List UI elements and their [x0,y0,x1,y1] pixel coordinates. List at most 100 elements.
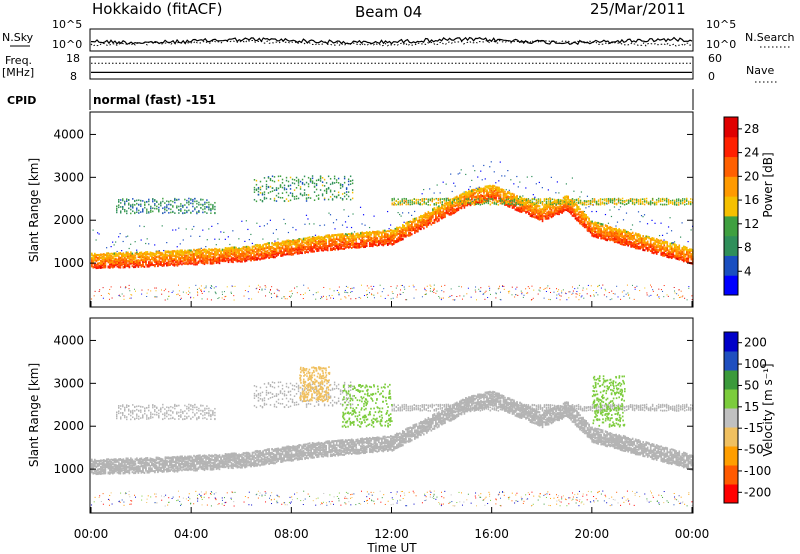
power-point [430,223,433,226]
power-point [253,252,255,255]
power-point [164,252,167,255]
power-point [519,210,521,213]
power-point [400,231,403,234]
power-point [534,211,536,214]
power-point [550,209,553,212]
power-point [589,220,592,223]
power-point [188,259,191,262]
power-point [344,240,347,243]
power-point [589,229,592,232]
power-point [244,246,246,249]
power-point [338,234,341,237]
power-point [421,223,424,226]
power-point [466,202,469,205]
power-point [281,252,284,255]
power-point [550,202,553,205]
power-point [226,249,228,252]
power-point [223,250,225,253]
power-point [362,240,365,243]
power-point [193,248,195,251]
power-point [256,258,258,261]
power-point [262,245,264,248]
power-point [592,204,595,206]
power-point [224,251,227,254]
power-point [241,259,243,262]
power-point [579,222,581,225]
power-point [269,246,272,249]
power-point [301,248,303,251]
power-point [493,171,495,173]
power-point [184,262,186,265]
power-point [163,262,165,265]
power-point [247,250,249,253]
power-point [478,196,481,199]
power-point [191,256,194,259]
power-point [190,250,192,253]
power-point [268,256,270,259]
power-point [394,232,397,235]
power-point [290,253,293,256]
power-point [199,260,201,263]
power-point [415,226,418,229]
power-point [281,245,284,248]
power-point [552,205,554,208]
power-point [552,214,554,217]
power-point [338,239,341,242]
power-point [175,229,177,231]
power-point [396,240,398,243]
power-point [583,215,586,218]
power-point [499,161,501,163]
power-point [558,210,560,213]
power-point [496,192,499,195]
power-point [486,185,488,188]
power-point [227,257,230,260]
power-point [218,256,221,259]
power-point [594,224,596,227]
noise-left-tick-top: 10^5 [52,18,82,31]
power-point [382,230,385,233]
power-point [504,175,506,177]
power-point [547,206,550,209]
power-point [140,259,143,262]
power-point [272,244,275,247]
power-point [349,243,352,246]
power-point [335,238,338,241]
power-point [148,265,150,268]
power-point [293,243,296,246]
power-point [230,248,233,251]
power-point [161,225,163,227]
power-point [534,216,536,219]
power-point [496,191,499,194]
power-point [579,215,581,218]
power-point [142,263,144,266]
power-point [224,238,226,240]
power-point [97,262,99,265]
power-point [145,253,147,256]
power-point [137,254,140,257]
power-point [247,245,249,248]
power-point [92,229,94,231]
power-point [257,244,260,247]
power-point [574,203,577,206]
power-point [450,212,452,215]
power-point [362,238,365,241]
power-point [555,207,557,210]
power-point [426,216,428,219]
power-point [334,245,337,248]
power-point [131,258,134,261]
power-point [148,261,150,264]
power-point [95,266,98,269]
power-point [352,233,355,236]
power-point [362,246,365,249]
power-point [529,208,532,211]
power-point [435,211,437,214]
power-point [480,196,482,199]
power-point [444,216,446,219]
power-point [296,244,299,247]
power-point [492,195,494,198]
power-point [307,241,309,244]
power-point [271,242,273,245]
power-point [152,258,155,261]
power-point [211,248,213,251]
power-point [151,253,153,256]
